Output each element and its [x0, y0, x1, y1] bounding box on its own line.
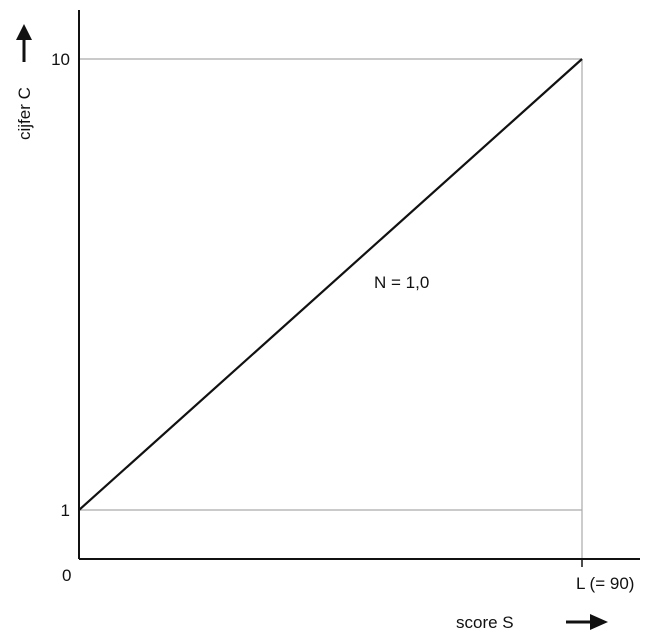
y-tick-label-10: 10: [51, 50, 70, 69]
axes: [78, 10, 640, 560]
y-axis-label: cijfer C: [15, 87, 34, 140]
y-tick-label-1: 1: [61, 501, 70, 520]
y-axis-arrow-icon: [16, 24, 32, 62]
x-axis-label: score S: [456, 613, 514, 632]
y-axis-label-group: cijfer C: [15, 87, 34, 140]
x-axis-arrow-icon: [566, 614, 608, 630]
series-line-0: [78, 58, 583, 511]
series: [78, 58, 583, 511]
x-tick-label-90: L (= 90): [576, 574, 634, 593]
reference-lines: [79, 58, 583, 559]
labels: 0 cijfer C score S 1 10 L (= 90) N = 1,0: [15, 24, 634, 632]
origin-label: 0: [62, 566, 71, 585]
series-label-0: N = 1,0: [374, 273, 429, 292]
